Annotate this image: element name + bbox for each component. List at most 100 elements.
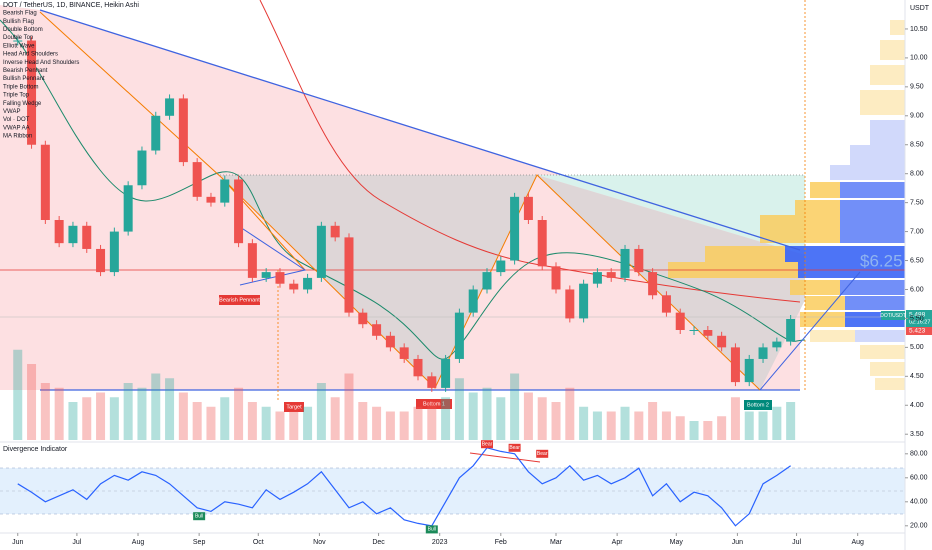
countdown: 02:16:27: [909, 319, 930, 325]
candle: [703, 330, 713, 336]
x-tick-label: Aug: [851, 539, 864, 546]
volume-bar: [579, 406, 589, 440]
volume-bar: [151, 373, 161, 440]
volume-bar: [220, 397, 230, 440]
candle: [427, 376, 437, 388]
candle: [27, 40, 37, 145]
candle: [620, 248, 630, 278]
volume-bar: [206, 406, 216, 440]
candle: [413, 358, 423, 377]
candle: [220, 179, 230, 203]
volume-bar: [27, 364, 37, 440]
volume-bar: [758, 411, 768, 440]
candle: [54, 220, 64, 244]
indicator-name: Bearish Pennant: [3, 68, 48, 74]
y-tick-label: 20.00: [910, 523, 928, 530]
x-tick-label: Jul: [72, 539, 81, 546]
candle: [151, 115, 161, 151]
signal-label: Bear: [537, 451, 548, 457]
indicator-name: Vol · DOT: [3, 117, 30, 123]
volume-bar: [648, 402, 658, 440]
candle: [606, 272, 616, 278]
volume-bar: [54, 387, 64, 440]
x-tick-label: Sep: [193, 539, 206, 546]
y-tick-label: 60.00: [910, 475, 928, 482]
candle: [399, 347, 409, 359]
candle: [247, 243, 257, 278]
y-tick-label: 7.00: [910, 228, 924, 235]
candle: [441, 358, 451, 388]
axis-unit: USDT: [910, 5, 930, 12]
y-tick-label: 5.00: [910, 344, 924, 351]
candle: [510, 196, 520, 261]
candle: [137, 150, 147, 186]
pattern-fill: [537, 175, 805, 390]
candle: [537, 220, 547, 267]
indicator-name: Falling Wedge: [3, 101, 42, 107]
candle: [123, 185, 133, 232]
indicator-name: Bullish Flag: [3, 19, 34, 25]
candle: [358, 312, 368, 325]
candle: [68, 225, 78, 244]
projection-line: [759, 271, 861, 391]
volume-bar: [496, 397, 506, 440]
annotation: Bottom 1: [423, 401, 445, 407]
candle: [13, 40, 23, 42]
candle: [40, 144, 50, 220]
candle: [482, 272, 492, 290]
signal-label: Bull: [428, 527, 436, 533]
y-tick-label: 8.00: [910, 171, 924, 178]
candle: [786, 319, 796, 342]
indicator-name: Double Top: [3, 35, 34, 41]
annotation: Bottom 2: [747, 402, 769, 408]
y-tick-label: 8.50: [910, 142, 924, 149]
ma-line: [259, 0, 801, 303]
annotation: Target: [286, 404, 302, 410]
label-box: [416, 399, 452, 409]
signal-box: [481, 440, 494, 449]
volume-bar: [537, 397, 547, 440]
target-label: $6.25: [860, 251, 903, 270]
volume-bar: [620, 406, 630, 440]
y-tick-label: 5.50: [910, 315, 924, 322]
volume-bar: [303, 406, 313, 440]
x-tick-label: May: [670, 539, 684, 546]
divergence-line: [469, 452, 541, 463]
last-price: 5.488: [909, 312, 926, 319]
price-box: [906, 327, 932, 335]
volume-bar: [551, 402, 561, 440]
signal-box: [425, 525, 438, 534]
candle: [261, 272, 271, 278]
volume-bar: [82, 397, 92, 440]
candle: [565, 289, 575, 319]
volume-bar: [178, 392, 188, 440]
volume-bar: [96, 392, 106, 440]
x-tick-label: Apr: [612, 539, 624, 546]
volume-bar: [13, 349, 23, 440]
indicator-name: MA Ribbon: [3, 134, 32, 140]
volume-bar: [413, 406, 423, 440]
price-axis: [905, 0, 932, 550]
candle: [634, 248, 644, 273]
label-box: [284, 402, 304, 412]
volume-bar: [592, 411, 602, 440]
volume-bar: [675, 416, 685, 440]
indicator-name: Bearish Flag: [3, 11, 37, 17]
candle: [523, 196, 533, 220]
signal-label: Bear: [509, 445, 520, 451]
candle: [496, 260, 506, 273]
volume-bar: [427, 402, 437, 440]
y-tick-label: 9.50: [910, 84, 924, 91]
y-tick-label: 9.00: [910, 113, 924, 120]
indicator-name: Triple Top: [3, 93, 30, 99]
volume-bar: [123, 383, 133, 440]
candle: [385, 335, 395, 348]
signal-box: [193, 512, 206, 521]
candle: [316, 225, 326, 278]
volume-bar: [441, 397, 451, 440]
volume-bar: [192, 402, 202, 440]
y-tick-label: 80.00: [910, 451, 928, 458]
volume-bar: [468, 392, 478, 440]
label-box: [219, 295, 260, 305]
